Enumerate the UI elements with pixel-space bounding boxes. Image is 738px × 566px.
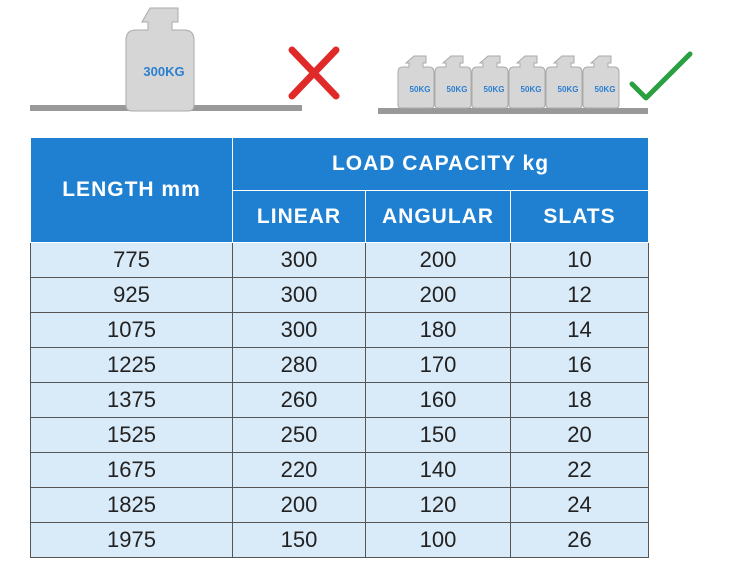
shelf — [378, 108, 648, 114]
header-cell: LENGTH mm — [30, 137, 233, 243]
table-row: 775 300 200 10 — [30, 242, 649, 278]
weight-50 — [434, 55, 472, 109]
table-cell: 120 — [365, 487, 511, 523]
table-cell: 925 — [30, 277, 233, 313]
header-cell: LOAD CAPACITY kg — [232, 137, 649, 191]
weight-50 — [471, 55, 509, 109]
table-header: LENGTH mm LOAD CAPACITY kg LINEAR ANGULAR SL… — [30, 137, 649, 243]
table-cell: 22 — [510, 452, 649, 488]
table-cell: 16 — [510, 347, 649, 383]
table-cell: 26 — [510, 522, 649, 558]
table-row: 925 300 200 12 — [30, 277, 649, 313]
table-cell: 180 — [365, 312, 511, 348]
header-row: LENGTH mm LOAD CAPACITY kg — [30, 137, 649, 243]
table-cell: 1375 — [30, 382, 233, 418]
illustration: 300KG 50KG 50KG 50KG 50KG 50KG 50KG — [30, 7, 693, 114]
table-cell: 10 — [510, 242, 649, 278]
header-cell: SLATS — [510, 190, 649, 243]
table-cell: 775 — [30, 242, 233, 278]
small-weights: 50KG 50KG 50KG 50KG 50KG 50KG — [397, 55, 620, 109]
table-cell: 1975 — [30, 522, 233, 558]
table-cell: 100 — [365, 522, 511, 558]
weight-label: 50KG — [558, 85, 579, 94]
table-cell: 18 — [510, 382, 649, 418]
table-cell: 150 — [232, 522, 366, 558]
table-row: 1825 200 120 24 — [30, 487, 649, 523]
weight-label: 50KG — [410, 85, 431, 94]
table-cell: 1675 — [30, 452, 233, 488]
table-body: 775 300 200 10 925 300 200 12 1075 300 180 14 1225 28… — [30, 242, 649, 558]
table-cell: 170 — [365, 347, 511, 383]
table-cell: 150 — [365, 417, 511, 453]
weight-label: 50KG — [447, 85, 468, 94]
weight-label: 50KG — [484, 85, 505, 94]
table-cell: 1075 — [30, 312, 233, 348]
table-cell: 260 — [232, 382, 366, 418]
table-cell: 14 — [510, 312, 649, 348]
table-cell: 1525 — [30, 417, 233, 453]
cross-icon — [288, 46, 340, 100]
check-icon — [629, 51, 693, 101]
capacity-table: LENGTH mm LOAD CAPACITY kg LINEAR ANGULAR SL… — [30, 137, 649, 558]
weight-50 — [397, 55, 435, 109]
table-row: 1225 280 170 16 — [30, 347, 649, 383]
table-cell: 300 — [232, 277, 366, 313]
table-cell: 250 — [232, 417, 366, 453]
weight-50 — [582, 55, 620, 109]
table-row: 1975 150 100 26 — [30, 522, 649, 558]
table-cell: 12 — [510, 277, 649, 313]
table-cell: 1825 — [30, 487, 233, 523]
table-cell: 300 — [232, 242, 366, 278]
table-row: 1075 300 180 14 — [30, 312, 649, 348]
table-cell: 220 — [232, 452, 366, 488]
table-cell: 300 — [232, 312, 366, 348]
table-row: 1525 250 150 20 — [30, 417, 649, 453]
weight-300 — [125, 7, 195, 112]
weight-50 — [508, 55, 546, 109]
header-cell: ANGULAR — [365, 190, 511, 243]
header-row: LINEAR ANGULAR SLATS — [31, 190, 649, 243]
table-row: 1375 260 160 18 — [30, 382, 649, 418]
weight-label: 50KG — [595, 85, 616, 94]
header-cell: LINEAR — [232, 190, 366, 243]
table-cell: 200 — [365, 277, 511, 313]
table-cell: 20 — [510, 417, 649, 453]
weight-label: 50KG — [521, 85, 542, 94]
table-cell: 1225 — [30, 347, 233, 383]
table-cell: 24 — [510, 487, 649, 523]
table-cell: 280 — [232, 347, 366, 383]
table-cell: 160 — [365, 382, 511, 418]
table-cell: 200 — [365, 242, 511, 278]
table-cell: 140 — [365, 452, 511, 488]
weight-50 — [545, 55, 583, 109]
table-row: 1675 220 140 22 — [30, 452, 649, 488]
weight-label: 300KG — [143, 64, 184, 79]
table-cell: 200 — [232, 487, 366, 523]
